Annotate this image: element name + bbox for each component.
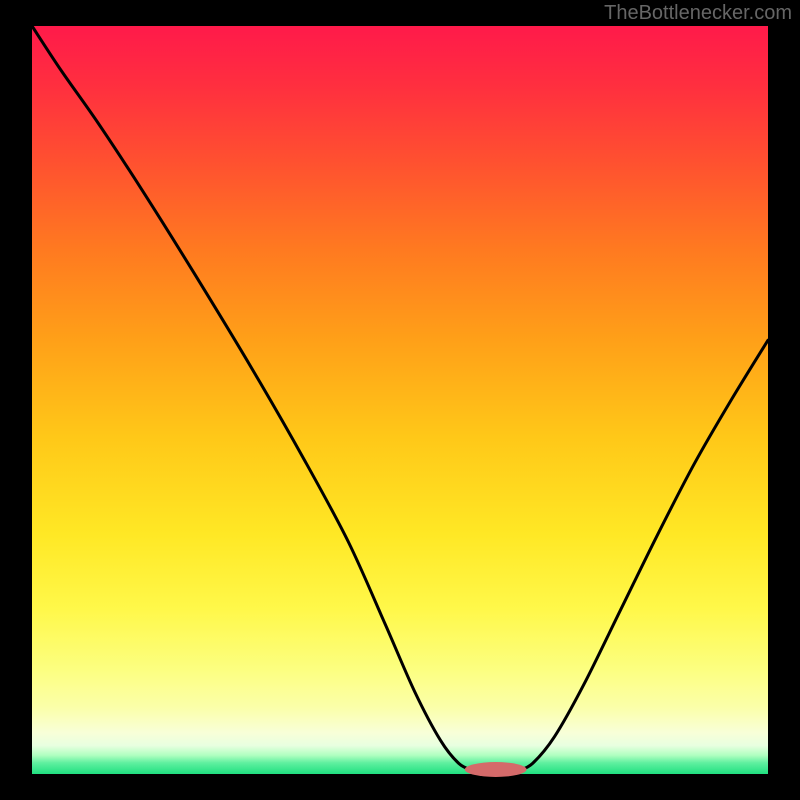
bottleneck-chart bbox=[0, 0, 800, 800]
watermark-text: TheBottlenecker.com bbox=[604, 2, 792, 25]
chart-root: TheBottlenecker.com bbox=[0, 0, 800, 800]
optimal-marker bbox=[465, 762, 527, 777]
